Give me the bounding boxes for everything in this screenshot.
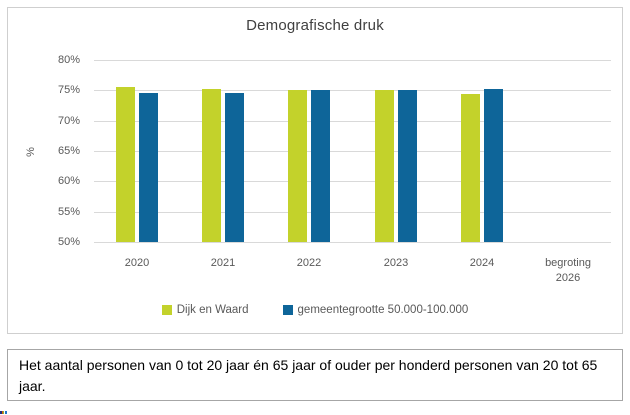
screen-artifact-fragment xyxy=(0,411,7,414)
bar-2021-series-1 xyxy=(225,93,244,242)
bar-2024-series-0 xyxy=(461,94,480,242)
y-tick-label: 50% xyxy=(57,236,80,248)
y-tick-label: 55% xyxy=(57,206,80,218)
legend-label: Dijk en Waard xyxy=(176,304,249,316)
x-tick-label: 2020 xyxy=(124,257,150,269)
bar-2021-series-0 xyxy=(202,88,221,242)
bar-2024-series-1 xyxy=(484,89,503,242)
x-tick-label: 2021 xyxy=(210,257,236,269)
plot-area xyxy=(94,60,611,243)
bar-2023-series-1 xyxy=(398,89,417,242)
gridline xyxy=(94,181,611,182)
chart-description: Het aantal personen van 0 tot 20 jaar én… xyxy=(7,349,623,401)
gridline xyxy=(94,212,611,213)
legend-swatch-icon xyxy=(282,305,293,315)
bar-2022-series-1 xyxy=(311,90,330,242)
x-tick-label: 2022 xyxy=(296,257,322,269)
y-tick-label: 70% xyxy=(57,115,80,127)
legend-swatch-icon xyxy=(161,305,172,315)
gridline xyxy=(94,242,611,243)
x-tick-label: 2024 xyxy=(469,257,495,269)
y-tick-label: 80% xyxy=(57,54,80,66)
y-tick-label: 65% xyxy=(57,145,80,157)
bar-2020-series-0 xyxy=(116,86,135,242)
legend-item: Dijk en Waard xyxy=(161,304,249,316)
chart-legend: Dijk en Waard gemeentegrootte 50.000-100.… xyxy=(8,304,622,316)
gridline xyxy=(94,151,611,152)
gridline xyxy=(94,90,611,91)
bar-2023-series-0 xyxy=(375,90,394,242)
bar-2020-series-1 xyxy=(139,93,158,242)
x-tick-label: begroting 2026 xyxy=(545,257,591,284)
chart-title: Demografische druk xyxy=(246,17,384,34)
y-tick-label: 75% xyxy=(57,84,80,96)
legend-label: gemeentegrootte 50.000-100.000 xyxy=(297,304,469,316)
x-tick-label: 2023 xyxy=(383,257,409,269)
gridline xyxy=(94,121,611,122)
bar-2022-series-0 xyxy=(288,90,307,242)
y-tick-label: 60% xyxy=(57,175,80,187)
legend-item: gemeentegrootte 50.000-100.000 xyxy=(282,304,469,316)
gridline xyxy=(94,60,611,61)
demographic-pressure-chart: Demografische druk % 80% 75% 70% 65% 60% 55% 5… xyxy=(7,7,623,334)
